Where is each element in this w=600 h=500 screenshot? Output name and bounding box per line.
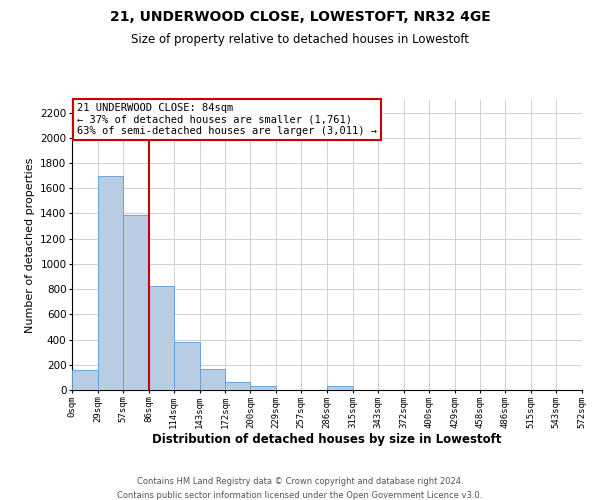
- Text: Contains HM Land Registry data © Crown copyright and database right 2024.: Contains HM Land Registry data © Crown c…: [137, 478, 463, 486]
- Bar: [123, 214, 149, 390]
- Text: 21 UNDERWOOD CLOSE: 84sqm
← 37% of detached houses are smaller (1,761)
63% of se: 21 UNDERWOOD CLOSE: 84sqm ← 37% of detac…: [77, 103, 377, 136]
- Bar: [250, 386, 276, 390]
- Bar: [98, 176, 123, 390]
- Bar: [149, 286, 173, 390]
- Bar: [173, 342, 199, 390]
- X-axis label: Distribution of detached houses by size in Lowestoft: Distribution of detached houses by size …: [152, 434, 502, 446]
- Text: Size of property relative to detached houses in Lowestoft: Size of property relative to detached ho…: [131, 32, 469, 46]
- Y-axis label: Number of detached properties: Number of detached properties: [25, 158, 35, 332]
- Bar: [226, 382, 250, 390]
- Text: 21, UNDERWOOD CLOSE, LOWESTOFT, NR32 4GE: 21, UNDERWOOD CLOSE, LOWESTOFT, NR32 4GE: [110, 10, 490, 24]
- Bar: [199, 369, 226, 390]
- Bar: [327, 386, 353, 390]
- Bar: [72, 370, 98, 390]
- Text: Contains public sector information licensed under the Open Government Licence v3: Contains public sector information licen…: [118, 491, 482, 500]
